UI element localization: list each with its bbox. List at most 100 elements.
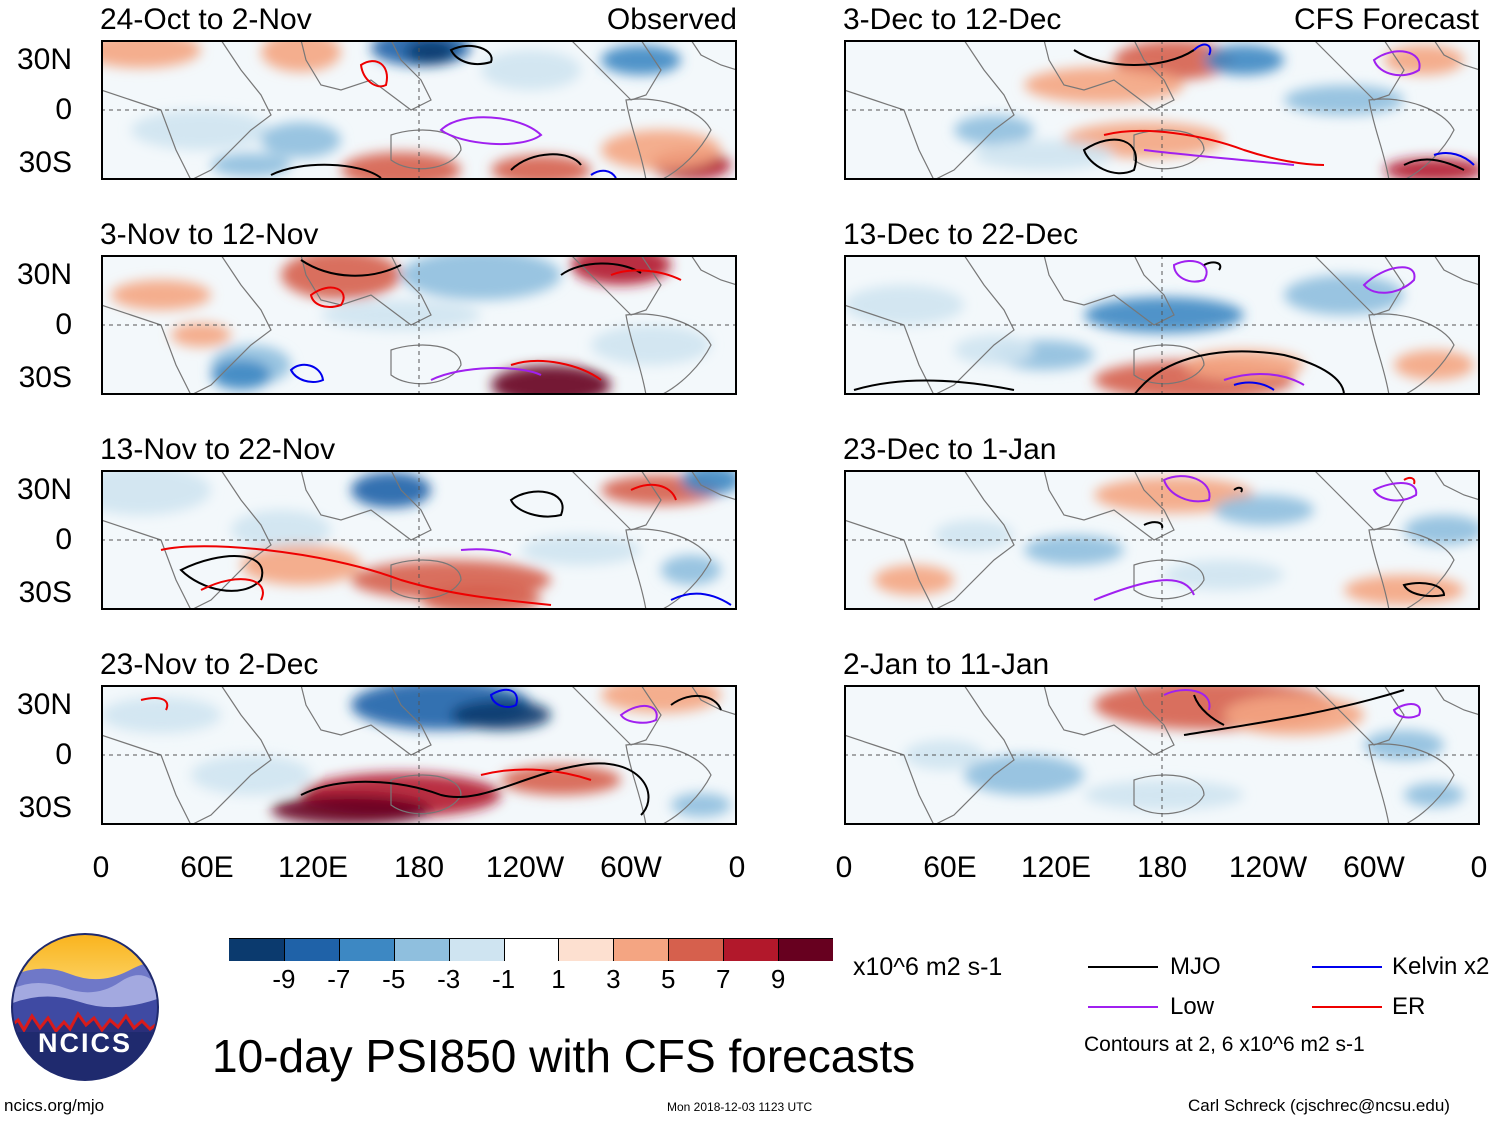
- lat-label-30s: 30S: [18, 576, 72, 609]
- psi-anomaly-blob: [211, 153, 291, 177]
- coastline: [1313, 40, 1405, 101]
- colorbar-labels: -9 -7 -5 -3 -1 1 3 5 7 9: [229, 966, 833, 996]
- psi850-map: [101, 470, 737, 610]
- colorbar-label: -1: [491, 964, 516, 994]
- coastline: [1433, 685, 1480, 716]
- psi-anomaly-blob: [351, 472, 431, 508]
- colorbar-label: 3: [606, 964, 621, 994]
- coastline: [1368, 313, 1455, 395]
- psi-anomaly-blob: [491, 365, 611, 395]
- main-title: 10-day PSI850 with CFS forecasts: [212, 1030, 916, 1082]
- colorbar-swatch: [503, 939, 559, 961]
- colorbar-swatch: [229, 939, 284, 961]
- psi-anomaly-blob: [1084, 780, 1244, 810]
- map-frame: [844, 255, 1480, 395]
- lat-label-eq: 0: [55, 308, 72, 341]
- psi-anomaly-blob: [1084, 297, 1244, 333]
- coastline: [625, 313, 712, 395]
- coastline: [844, 685, 1015, 825]
- wave-contour: [630, 483, 677, 501]
- psi-anomaly-blob: [601, 130, 721, 170]
- psi850-map: [844, 685, 1480, 825]
- logo-text: NCICS: [37, 1028, 132, 1058]
- colorbar-swatch: [558, 939, 614, 961]
- wave-contour: [1372, 482, 1418, 502]
- colorbar-swatch: [668, 939, 724, 961]
- lat-label-30n: 30N: [16, 688, 72, 721]
- psi-anomaly-blob: [904, 740, 984, 770]
- wave-contour: [1133, 350, 1345, 395]
- coastline: [1043, 685, 1175, 756]
- psi850-map: [101, 255, 737, 395]
- coastline: [300, 40, 432, 111]
- lat-label-30n: 30N: [16, 43, 72, 76]
- coastline: [390, 129, 462, 170]
- lat-label-eq: 0: [55, 523, 72, 556]
- map-panel-7: [844, 470, 1480, 610]
- wave-contour: [1193, 694, 1225, 726]
- psi-anomaly-blob: [1224, 695, 1364, 735]
- psi-anomaly-blob: [1214, 495, 1314, 525]
- coastline: [570, 40, 662, 101]
- psi-anomaly-blob: [101, 697, 221, 733]
- wave-contour: [270, 163, 382, 179]
- wave-contour: [359, 60, 388, 88]
- coastline: [390, 774, 462, 815]
- coastline: [300, 470, 432, 541]
- colorbar-swatch: [283, 939, 339, 961]
- wave-contour: [289, 363, 325, 383]
- psi-anomaly-blob: [101, 40, 201, 68]
- psi-anomaly-blob: [671, 793, 731, 817]
- coastline: [101, 255, 272, 395]
- website-link[interactable]: ncics.org/mjo: [4, 1096, 105, 1115]
- coastline: [625, 528, 712, 610]
- map-frame: [844, 685, 1480, 825]
- wave-contour: [1362, 266, 1416, 294]
- coastline: [625, 98, 712, 180]
- coastline: [101, 470, 272, 610]
- legend-label-low: Low: [1170, 993, 1215, 1020]
- lon-label: 60W: [1343, 851, 1405, 884]
- coastline: [300, 255, 432, 326]
- lon-label: 120E: [1020, 851, 1092, 884]
- coastline: [570, 255, 662, 316]
- contours-note: Contours at 2, 6 x10^6 m2 s-1: [1084, 1033, 1365, 1056]
- panel-title-5: 3-Dec to 12-Dec: [843, 3, 1062, 36]
- map-panel-3: [101, 470, 737, 610]
- psi-anomaly-blob: [1384, 45, 1464, 75]
- wave-contour: [610, 269, 682, 281]
- map-panel-5: [844, 40, 1480, 180]
- psi-anomaly-blob: [844, 285, 964, 325]
- wave-contour: [179, 555, 264, 592]
- coastline: [690, 40, 737, 71]
- coastline: [1313, 470, 1405, 531]
- psi-anomaly-blob: [601, 45, 681, 75]
- lon-label: 0: [835, 851, 853, 884]
- coastline: [844, 470, 1015, 610]
- coastline: [1043, 40, 1175, 111]
- colorbar-label: 1: [551, 964, 566, 994]
- wave-contour: [489, 688, 518, 708]
- wave-contour: [439, 116, 543, 145]
- panel-title-3: 13-Nov to 22-Nov: [100, 433, 336, 466]
- coastline: [625, 743, 712, 825]
- panel-title-7: 23-Dec to 1-Jan: [843, 433, 1057, 466]
- psi-anomaly-blob: [1024, 67, 1184, 103]
- coastline: [690, 470, 737, 501]
- psi-anomaly-blob: [481, 50, 581, 90]
- wave-contour: [449, 44, 493, 66]
- map-frame: [101, 255, 737, 395]
- psi-anomaly-blob: [171, 323, 231, 347]
- author-credit: Carl Schreck (cjschrec@ncsu.edu): [1188, 1096, 1450, 1115]
- coastline: [1433, 40, 1480, 71]
- map-panel-8: [844, 685, 1480, 825]
- wave-contour: [509, 490, 564, 518]
- psi-anomaly-blob: [974, 140, 1114, 170]
- psi-anomaly-blob: [321, 300, 481, 330]
- colorbar-swatch: [613, 939, 669, 961]
- coastline: [300, 685, 432, 756]
- wave-contour: [460, 548, 512, 556]
- psi-anomaly-blob: [934, 520, 1014, 550]
- wave-contour: [1193, 43, 1212, 56]
- coastline: [390, 559, 462, 600]
